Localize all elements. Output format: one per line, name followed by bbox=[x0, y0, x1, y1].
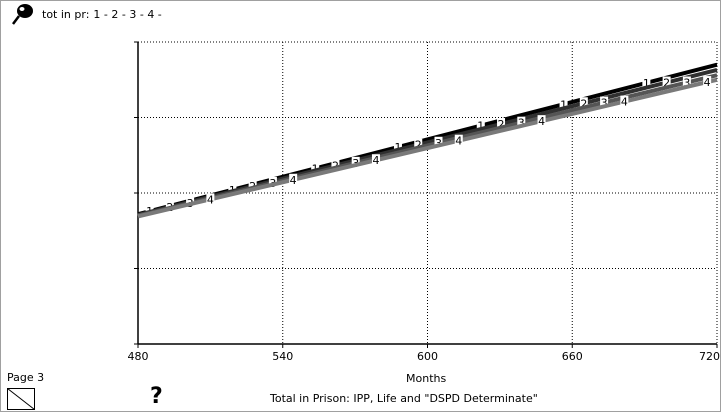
series-marker-bg bbox=[620, 95, 629, 107]
series-marker-3: 3 bbox=[601, 97, 608, 110]
series-marker-bg bbox=[537, 115, 546, 127]
legend-item-2: 2 - bbox=[111, 7, 126, 21]
series-marker-bg bbox=[393, 141, 402, 153]
x-axis-label: Months bbox=[406, 372, 447, 385]
series-lines: 1111111222222233333334444444 bbox=[137, 62, 718, 219]
series-marker-bg bbox=[476, 119, 485, 131]
series-marker-bg bbox=[559, 98, 568, 110]
series-marker-4: 4 bbox=[621, 96, 628, 109]
series-marker-4: 4 bbox=[207, 193, 214, 206]
legend-item-3: 3 - bbox=[129, 7, 144, 21]
series-marker-bg bbox=[371, 154, 380, 166]
x-tick-label: 720 bbox=[699, 350, 720, 363]
series-marker-bg bbox=[434, 136, 443, 148]
x-tick-label: 600 bbox=[417, 350, 438, 363]
series-marker-2: 2 bbox=[663, 77, 670, 90]
series-marker-1: 1 bbox=[394, 141, 401, 154]
legend: tot in pr: 1 - 2 - 3 - 4 - bbox=[10, 2, 162, 26]
series-marker-1: 1 bbox=[560, 98, 567, 111]
series-marker-bg bbox=[351, 156, 360, 168]
help-icon[interactable]: ? bbox=[150, 384, 163, 409]
series-marker-bg bbox=[642, 76, 651, 88]
x-tick-label: 480 bbox=[128, 350, 149, 363]
series-marker-1: 1 bbox=[477, 120, 484, 133]
legend-variable: tot in pr: bbox=[42, 7, 90, 21]
legend-item-4: 4 - bbox=[147, 7, 162, 21]
series-marker-4: 4 bbox=[290, 174, 297, 187]
series-marker-bg bbox=[331, 159, 340, 171]
chart-caption: Total in Prison: IPP, Life and "DSPD Det… bbox=[270, 392, 538, 405]
series-marker-bg bbox=[311, 162, 320, 174]
series-marker-4: 4 bbox=[704, 76, 711, 89]
series-marker-bg bbox=[454, 134, 463, 146]
series-marker-bg bbox=[248, 180, 257, 192]
series-marker-bg bbox=[682, 76, 691, 88]
series-marker-3: 3 bbox=[518, 117, 525, 130]
series-marker-3: 3 bbox=[435, 137, 442, 150]
series-marker-bg bbox=[268, 176, 277, 188]
pin-icon[interactable] bbox=[10, 2, 36, 26]
series-marker-2: 2 bbox=[498, 118, 505, 131]
series-marker-bg bbox=[600, 96, 609, 108]
series-marker-bg bbox=[517, 116, 526, 128]
page-label: Page 3 bbox=[7, 371, 45, 384]
x-tick-label: 660 bbox=[562, 350, 583, 363]
page-turn-icon[interactable] bbox=[7, 388, 35, 410]
series-marker-bg bbox=[662, 76, 671, 88]
series-marker-bg bbox=[579, 97, 588, 109]
series-marker-bg bbox=[289, 173, 298, 185]
series-marker-3: 3 bbox=[683, 77, 690, 90]
series-marker-bg bbox=[703, 76, 712, 88]
series-marker-bg bbox=[206, 193, 215, 205]
x-axis-ticks: 480 540 600 660 720 bbox=[128, 344, 720, 363]
series-marker-4: 4 bbox=[538, 115, 545, 128]
series-marker-bg bbox=[497, 118, 506, 130]
x-tick-label: 540 bbox=[272, 350, 293, 363]
series-marker-4: 4 bbox=[372, 154, 379, 167]
legend-item-1: 1 - bbox=[93, 7, 108, 21]
series-marker-bg bbox=[414, 138, 423, 150]
series-marker-2: 2 bbox=[580, 97, 587, 110]
series-marker-1: 1 bbox=[643, 77, 650, 90]
series-marker-2: 2 bbox=[415, 139, 422, 152]
legend-items: 1 - 2 - 3 - 4 - bbox=[93, 8, 161, 21]
series-marker-4: 4 bbox=[455, 135, 462, 148]
